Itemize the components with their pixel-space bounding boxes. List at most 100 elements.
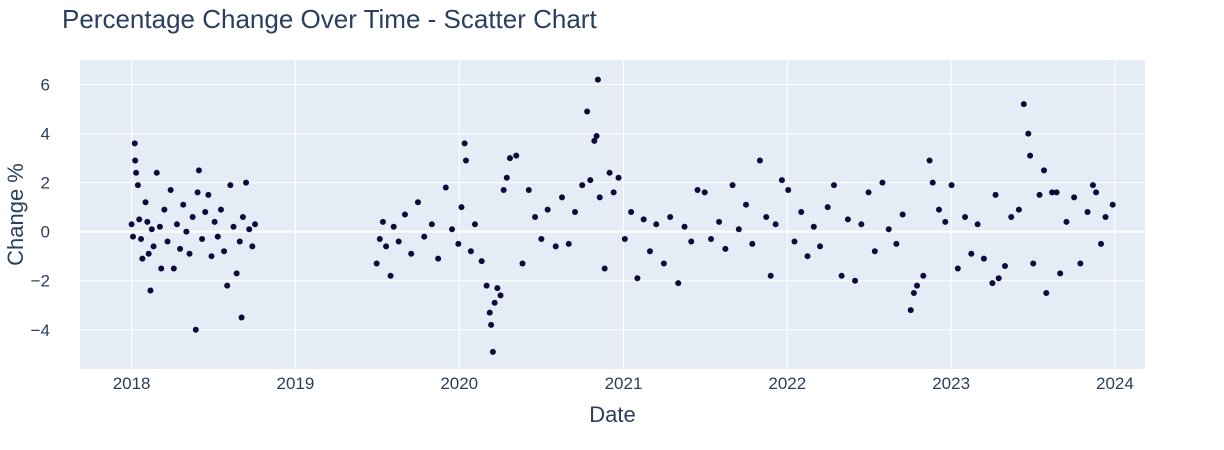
data-point <box>183 228 190 235</box>
data-point <box>893 240 900 247</box>
data-point <box>743 201 750 208</box>
data-point <box>885 226 892 233</box>
data-point <box>129 233 136 240</box>
data-point <box>132 157 139 164</box>
data-point <box>1098 240 1105 247</box>
data-point <box>920 272 927 279</box>
x-tick-label: 2024 <box>1096 374 1134 393</box>
data-point <box>478 258 485 265</box>
data-point <box>1041 167 1048 174</box>
data-point <box>929 179 936 186</box>
data-point <box>211 218 218 225</box>
data-point <box>217 206 224 213</box>
data-point <box>461 140 468 147</box>
data-point <box>449 226 456 233</box>
data-point <box>506 155 513 162</box>
data-point <box>708 236 715 243</box>
data-point <box>525 186 532 193</box>
data-point <box>559 194 566 201</box>
data-point <box>1063 218 1070 225</box>
data-point <box>565 240 572 247</box>
x-tick-label: 2021 <box>605 374 643 393</box>
data-point <box>749 240 756 247</box>
x-tick-label: 2018 <box>113 374 151 393</box>
data-point <box>660 260 667 267</box>
data-point <box>167 186 174 193</box>
data-point <box>646 248 653 255</box>
y-axis-title: Change % <box>3 163 28 266</box>
data-point <box>852 277 859 284</box>
data-point <box>442 184 449 191</box>
data-point <box>948 182 955 189</box>
data-point <box>942 218 949 225</box>
data-point <box>1102 213 1109 220</box>
data-point <box>249 243 256 250</box>
data-point <box>428 221 435 228</box>
data-point <box>199 236 206 243</box>
data-point <box>246 226 253 233</box>
data-point <box>1015 206 1022 213</box>
tick-labels: 2018 2019 2020 2021 2022 2023 2024 −4 −2 0 2 4 6 <box>31 76 1134 393</box>
data-point <box>1043 289 1050 296</box>
data-point <box>455 240 462 247</box>
x-tick-label: 2022 <box>768 374 806 393</box>
data-point <box>992 191 999 198</box>
data-point <box>227 182 234 189</box>
data-point <box>497 292 504 299</box>
data-point <box>791 238 798 245</box>
data-point <box>173 221 180 228</box>
data-point <box>189 213 196 220</box>
data-point <box>974 221 981 228</box>
data-point <box>844 216 851 223</box>
data-point <box>513 152 520 159</box>
data-point <box>233 270 240 277</box>
plot-area <box>80 60 1145 369</box>
data-point <box>593 133 600 140</box>
data-point <box>177 245 184 252</box>
data-point <box>252 221 259 228</box>
data-point <box>239 213 246 220</box>
data-point <box>817 243 824 250</box>
data-point <box>962 213 969 220</box>
data-point <box>596 194 603 201</box>
data-point <box>810 223 817 230</box>
data-point <box>503 174 510 181</box>
data-point <box>1071 194 1078 201</box>
data-point <box>221 248 228 255</box>
data-point <box>373 260 380 267</box>
data-point <box>879 179 886 186</box>
data-point <box>180 201 187 208</box>
data-point <box>192 326 199 333</box>
data-point <box>634 275 641 282</box>
data-point <box>838 272 845 279</box>
data-point <box>230 223 237 230</box>
data-point <box>701 189 708 196</box>
data-point <box>914 282 921 289</box>
data-point <box>491 299 498 306</box>
data-point <box>144 218 151 225</box>
data-point <box>489 348 496 355</box>
data-point <box>989 280 996 287</box>
data-point <box>462 157 469 164</box>
data-point <box>1049 189 1056 196</box>
data-point <box>147 287 154 294</box>
data-point <box>587 177 594 184</box>
data-point <box>804 253 811 260</box>
data-point <box>980 255 987 262</box>
data-point <box>494 285 501 292</box>
data-point <box>910 289 917 296</box>
data-point <box>936 206 943 213</box>
data-point <box>621 236 628 243</box>
data-point <box>131 140 138 147</box>
data-point <box>830 182 837 189</box>
data-point <box>865 189 872 196</box>
data-point <box>899 211 906 218</box>
data-point <box>486 309 493 316</box>
data-point <box>694 186 701 193</box>
grid-lines <box>80 60 1145 369</box>
data-point <box>995 275 1002 282</box>
data-point <box>395 238 402 245</box>
data-point <box>772 221 779 228</box>
data-point <box>1030 260 1037 267</box>
data-point <box>716 218 723 225</box>
